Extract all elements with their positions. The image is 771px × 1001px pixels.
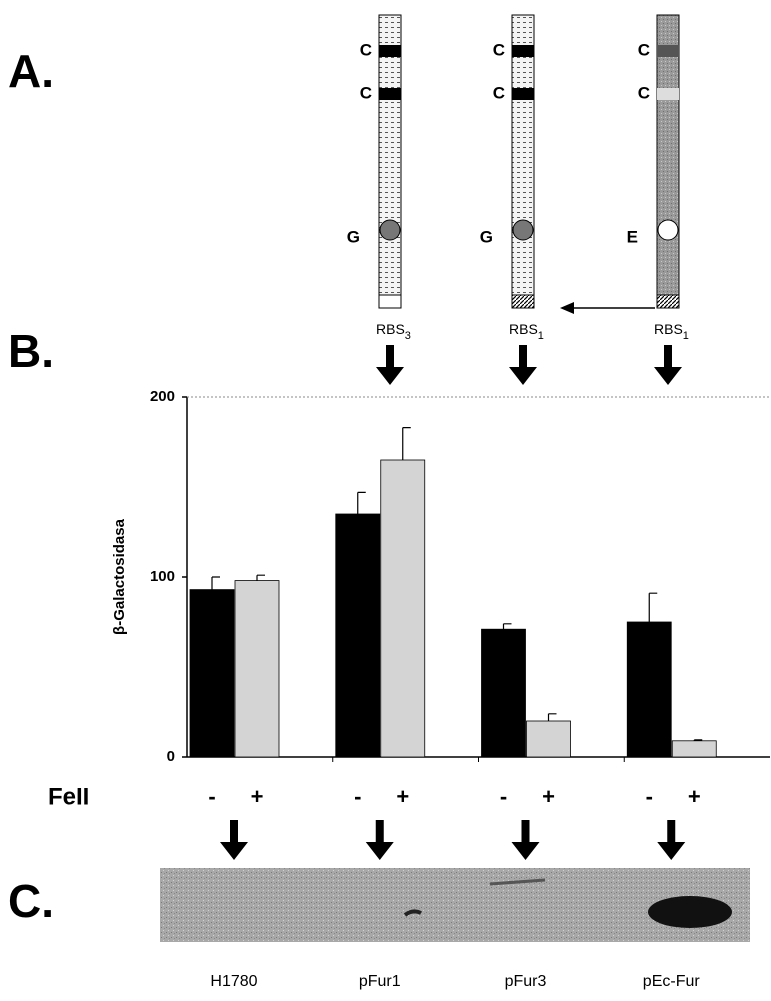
down-arrow xyxy=(509,345,537,385)
bar xyxy=(380,459,426,758)
error-bar xyxy=(547,713,557,721)
condition-label: FeII xyxy=(48,783,89,810)
site-band xyxy=(657,88,679,100)
rbs-label: RBS3 xyxy=(376,321,411,342)
rbs-box xyxy=(511,294,535,309)
gel-band xyxy=(648,896,732,928)
bar xyxy=(671,740,717,758)
y-tick-label: 100 xyxy=(150,568,175,585)
y-axis-label: β-Galactosidasa xyxy=(111,518,128,635)
site-label: C xyxy=(638,83,650,102)
down-arrow xyxy=(511,820,540,860)
site-band xyxy=(657,45,679,57)
rbs-subscript: 3 xyxy=(405,330,411,342)
condition-sign: + xyxy=(396,784,409,809)
bar xyxy=(526,720,571,758)
rbs-text: RBS xyxy=(654,321,683,337)
condition-sign: - xyxy=(500,784,507,809)
error-bar xyxy=(357,491,366,514)
condition-sign: + xyxy=(688,784,701,809)
rbs-subscript: 1 xyxy=(683,330,689,342)
gel-spot xyxy=(403,909,422,917)
condition-sign: - xyxy=(646,784,653,809)
site-band xyxy=(512,45,534,57)
construct-bar xyxy=(511,14,535,309)
site-band xyxy=(379,88,401,100)
error-bar xyxy=(693,739,703,741)
error-bar xyxy=(402,427,411,460)
site-circle xyxy=(379,219,401,241)
lane-label: pEc-Fur xyxy=(643,973,701,990)
gel-image xyxy=(160,868,750,942)
site-circle xyxy=(657,219,679,241)
down-arrow xyxy=(220,820,248,860)
rbs-label: RBS1 xyxy=(509,321,544,342)
lane-label: H1780 xyxy=(210,973,257,990)
down-arrow xyxy=(376,345,404,385)
site-label: G xyxy=(347,227,360,246)
condition-sign: - xyxy=(354,784,361,809)
panel-label: A. xyxy=(8,45,54,97)
site-label: G xyxy=(480,227,493,246)
rbs-label: RBS1 xyxy=(654,321,689,342)
site-band xyxy=(512,88,534,100)
bar xyxy=(234,580,280,758)
bar xyxy=(626,621,672,758)
site-band xyxy=(379,45,401,57)
condition-sign: + xyxy=(251,784,264,809)
site-label: E xyxy=(627,227,638,246)
site-label: C xyxy=(360,83,372,102)
error-bar xyxy=(256,574,265,581)
site-label: C xyxy=(638,40,650,59)
y-tick-label: 200 xyxy=(150,388,175,405)
arrow-head xyxy=(560,302,574,314)
down-arrow xyxy=(654,345,682,385)
down-arrow xyxy=(365,820,394,860)
site-label: C xyxy=(360,40,372,59)
error-bar xyxy=(211,576,220,590)
site-circle xyxy=(512,219,534,241)
error-bar xyxy=(648,592,658,622)
panel-label: C. xyxy=(8,875,54,927)
panel-label: B. xyxy=(8,325,54,377)
condition-sign: - xyxy=(208,784,215,809)
bar xyxy=(335,513,381,758)
site-label: C xyxy=(493,40,505,59)
bar xyxy=(189,589,235,758)
down-arrow xyxy=(657,820,686,860)
y-tick-label: 0 xyxy=(167,748,175,765)
rbs-text: RBS xyxy=(376,321,405,337)
site-label: C xyxy=(493,83,505,102)
lane-label: pFur3 xyxy=(505,973,547,990)
error-bar xyxy=(502,623,512,630)
construct-bar xyxy=(378,14,402,309)
lane-label: pFur1 xyxy=(359,973,401,990)
rbs-subscript: 1 xyxy=(538,330,544,342)
rbs-text: RBS xyxy=(509,321,538,337)
bar xyxy=(481,628,526,758)
gel-band xyxy=(489,878,546,886)
condition-sign: + xyxy=(542,784,555,809)
rbs-box xyxy=(656,294,680,309)
construct-bar xyxy=(656,14,680,309)
rbs-box xyxy=(378,294,402,309)
